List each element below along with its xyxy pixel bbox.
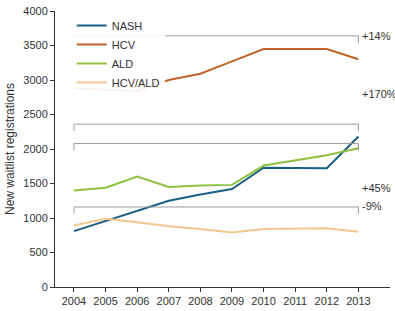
svg-text:ALD: ALD [112,58,133,70]
svg-text:3000: 3000 [23,74,47,86]
svg-text:2000: 2000 [23,143,47,155]
svg-text:-9%: -9% [362,200,382,212]
svg-text:+14%: +14% [362,30,391,42]
svg-text:NASH: NASH [112,20,143,32]
svg-text:2011: 2011 [283,295,307,307]
svg-text:HCV/ALD: HCV/ALD [112,77,160,89]
svg-text:2006: 2006 [125,295,149,307]
svg-text:+170%: +170% [362,88,395,100]
svg-text:2012: 2012 [315,295,339,307]
svg-text:1500: 1500 [23,177,47,189]
svg-text:+45%: +45% [362,182,391,194]
svg-text:2500: 2500 [23,108,47,120]
svg-text:0: 0 [42,281,48,293]
svg-text:HCV: HCV [112,39,136,51]
svg-text:2013: 2013 [346,295,370,307]
svg-text:2008: 2008 [188,295,212,307]
svg-text:2007: 2007 [157,295,181,307]
svg-text:4000: 4000 [23,5,47,17]
svg-text:500: 500 [29,246,47,258]
svg-text:3500: 3500 [23,39,47,51]
svg-text:New waitlist registrations: New waitlist registrations [3,83,17,215]
svg-text:2009: 2009 [220,295,244,307]
svg-text:2005: 2005 [93,295,117,307]
svg-text:2010: 2010 [251,295,275,307]
svg-text:1000: 1000 [23,212,47,224]
svg-text:2004: 2004 [62,295,86,307]
